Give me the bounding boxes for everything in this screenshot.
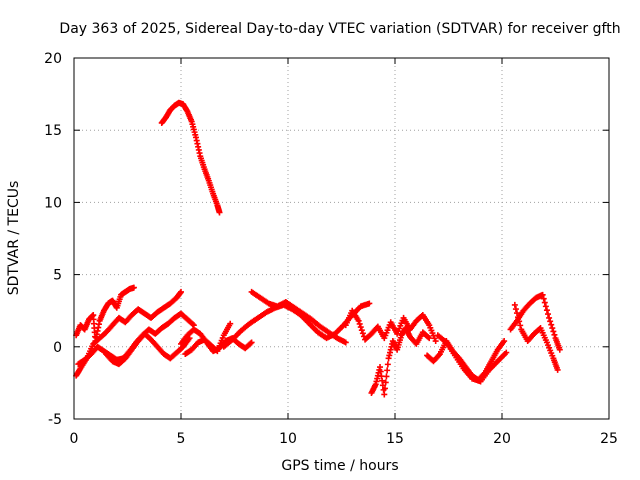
y-tick-label: 0 [53, 340, 62, 356]
data-point-fill [384, 367, 391, 374]
data-point [342, 339, 349, 346]
chart-title: Day 363 of 2025, Sidereal Day-to-day VTE… [59, 21, 620, 37]
data-point [511, 301, 518, 308]
data-point-fill [425, 334, 432, 341]
x-tick-label: 25 [600, 431, 618, 447]
x-tick-label: 15 [386, 431, 404, 447]
data-point-fill [515, 314, 522, 321]
data-point-fill [517, 322, 524, 329]
data-point-fill [551, 331, 558, 338]
data-point [554, 366, 561, 373]
x-tick-label: 20 [493, 431, 511, 447]
x-axis-title: GPS time / hours [281, 458, 398, 474]
y-tick-label: 20 [44, 51, 62, 67]
y-tick-label: 5 [53, 268, 62, 284]
tick-layer: 0 5 10 15 20 25 -5 0 5 10 15 20 [44, 51, 618, 447]
data-point-fill [516, 318, 523, 325]
grid-layer [74, 58, 609, 419]
data-point-fill [384, 361, 391, 368]
data-point [366, 300, 373, 307]
x-tick-label: 0 [70, 431, 79, 447]
data-point [355, 317, 362, 324]
data-point [503, 349, 510, 356]
data-point [248, 339, 255, 346]
data-point-fill [542, 303, 549, 310]
data-point-fill [512, 306, 519, 313]
data-point-fill [513, 310, 520, 317]
data-point [227, 320, 234, 327]
data-point-fill [547, 318, 554, 325]
y-tick-label: 10 [44, 195, 62, 211]
data-point [501, 338, 508, 345]
y-tick-label: 15 [44, 123, 62, 139]
data-point-fill [189, 321, 196, 328]
plot-frame [73, 57, 610, 420]
x-tick-label: 5 [177, 431, 186, 447]
data-point-fill [540, 295, 547, 302]
data-point [381, 391, 388, 398]
data-point [426, 335, 433, 342]
data-point-fill [543, 307, 550, 314]
data-point-fill [358, 327, 365, 334]
data-layer [73, 99, 563, 398]
data-point-fill [359, 330, 366, 337]
data-point-fill [548, 321, 555, 328]
data-point-fill [545, 311, 552, 318]
data-point [556, 346, 563, 353]
data-point [432, 338, 439, 345]
x-tick-label: 10 [279, 431, 297, 447]
data-point [130, 284, 137, 291]
y-tick-label: -5 [48, 412, 62, 428]
y-axis-title: SDTVAR / TECUs [6, 181, 22, 296]
data-point-fill [357, 324, 364, 331]
data-point-fill [383, 373, 390, 380]
data-point-fill [356, 320, 363, 327]
data-point-fill [382, 385, 389, 392]
data-point-fill [541, 299, 548, 306]
data-point-fill [247, 340, 254, 347]
data-point [546, 314, 553, 321]
data-point [216, 209, 223, 216]
data-point [539, 291, 546, 298]
data-point-fill [382, 379, 389, 386]
data-point-fill [549, 325, 556, 332]
data-point [178, 288, 184, 295]
data-point-fill [550, 328, 557, 335]
